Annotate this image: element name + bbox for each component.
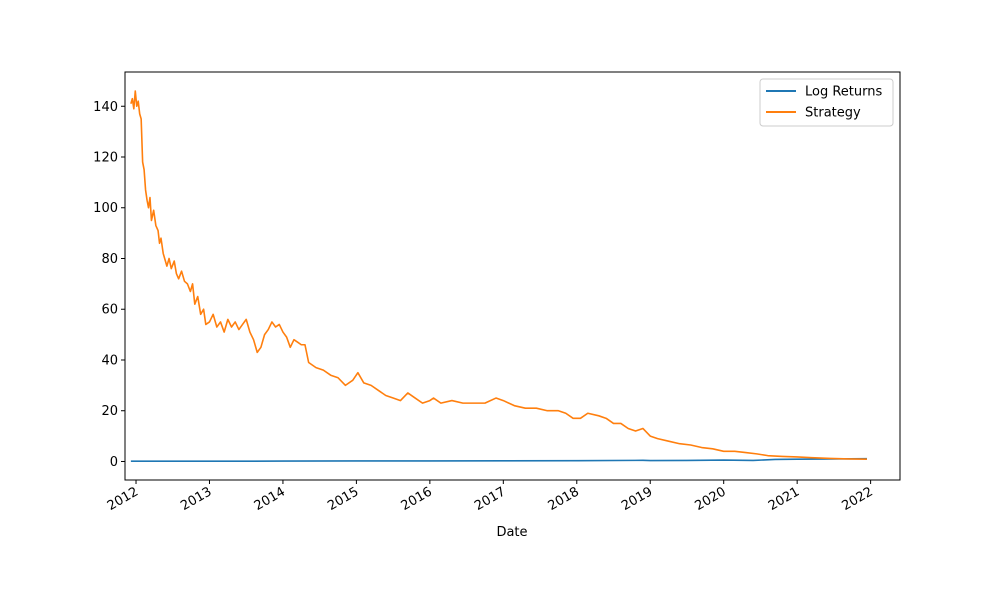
legend: Log Returns Strategy — [759, 78, 894, 127]
y-tick-label-8: 140 — [93, 100, 118, 115]
y-tick-label-7: 120 — [93, 151, 118, 166]
y-axis: 0 20 40 60 80 100 120 140 — [93, 100, 125, 470]
legend-entries: Log Returns Strategy — [766, 85, 882, 121]
x-tick-label-6: 2017 — [472, 484, 508, 514]
x-tick-label-2: 2013 — [178, 484, 214, 514]
y-tick-label-4: 60 — [101, 303, 118, 318]
series-layer — [130, 90, 867, 463]
x-tick-label-8: 2019 — [619, 484, 655, 514]
series-line-1 — [130, 457, 867, 463]
x-axis-label: Date — [496, 525, 527, 540]
x-tick-label-5: 2016 — [399, 484, 435, 514]
series-line-2 — [130, 90, 867, 460]
plot-area — [124, 71, 901, 481]
x-tick-label-3: 2014 — [252, 484, 288, 514]
y-tick-label-1: 0 — [110, 455, 118, 470]
x-tick-label-1: 2012 — [105, 484, 141, 514]
x-tick-label-10: 2021 — [766, 484, 802, 514]
y-tick-label-3: 40 — [101, 353, 118, 368]
y-tick-label-2: 20 — [101, 404, 118, 419]
x-axis: 2012 2013 2014 2015 2016 2017 2018 2019 2020 2021… — [105, 480, 876, 514]
x-tick-label-4: 2015 — [325, 484, 361, 514]
x-tick-label-9: 2020 — [693, 484, 729, 514]
plot-frame — [124, 71, 901, 481]
legend-label-2: Strategy — [805, 106, 861, 121]
x-tick-label-11: 2022 — [839, 484, 875, 514]
y-tick-label-5: 80 — [101, 252, 118, 267]
y-tick-label-6: 100 — [93, 201, 118, 216]
x-tick-label-7: 2018 — [546, 484, 582, 514]
legend-label-1: Log Returns — [805, 85, 882, 100]
